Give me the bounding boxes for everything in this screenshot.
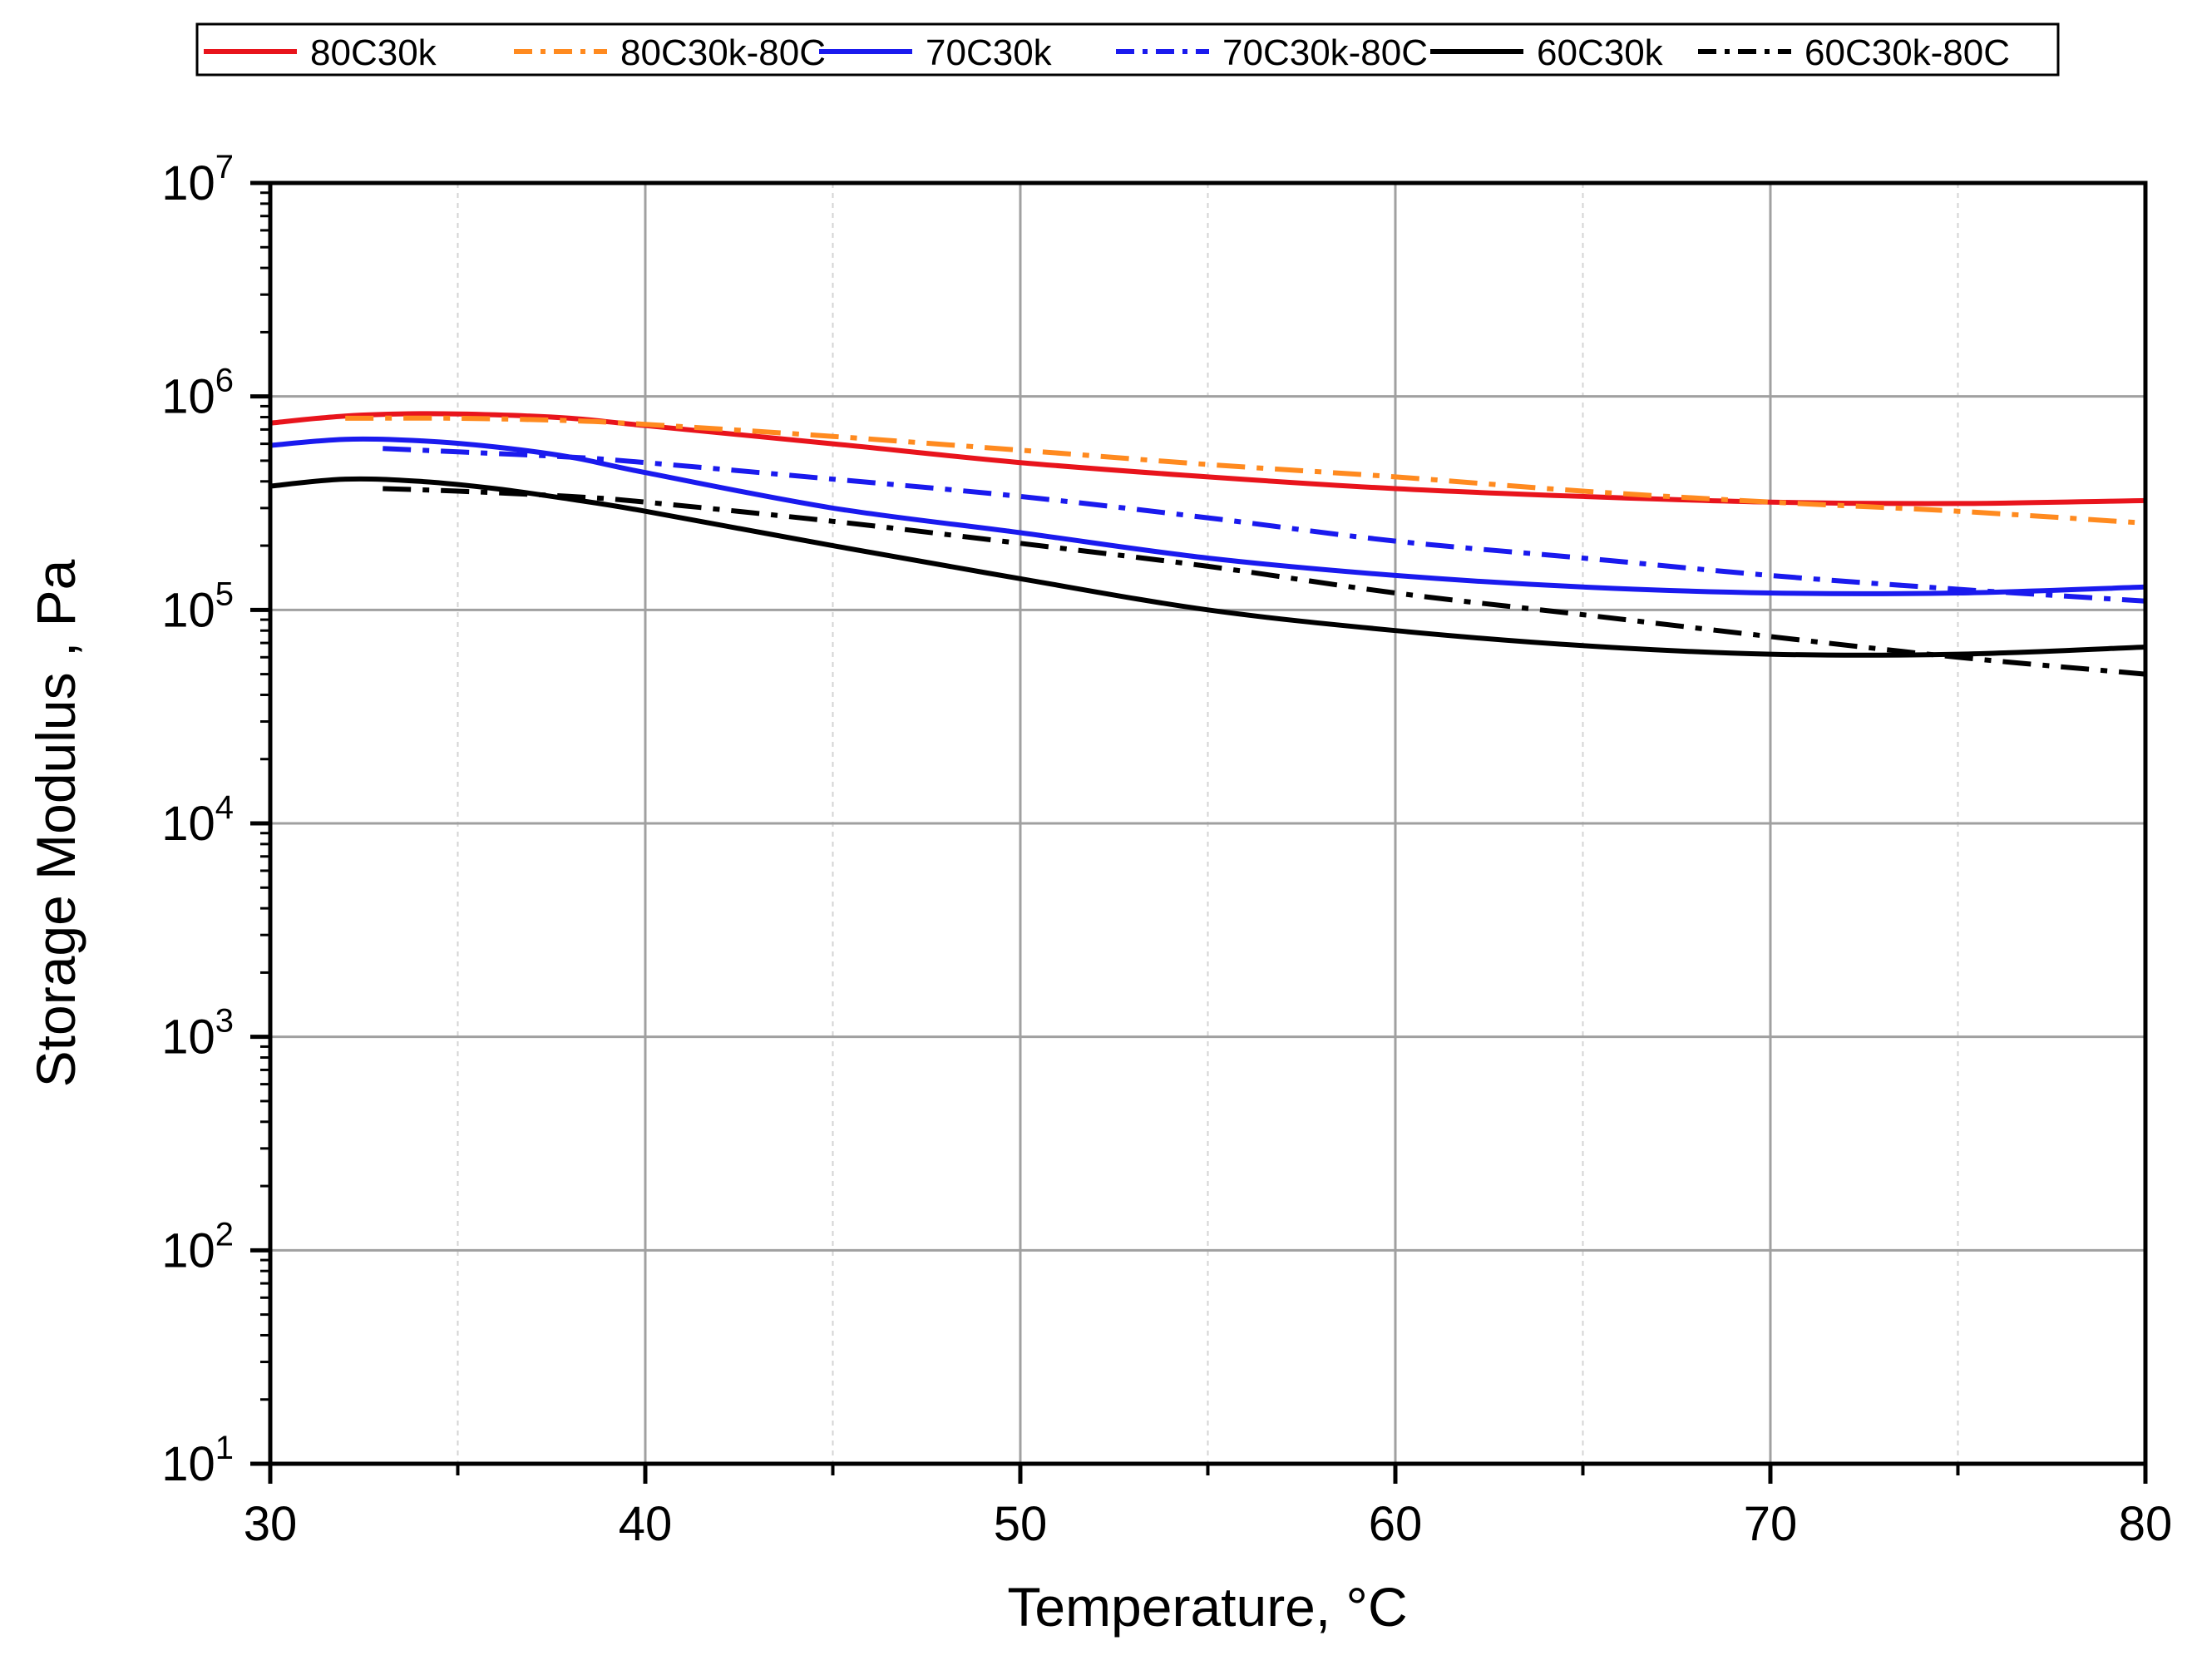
- x-tick-labels: 30 40 50 60 70 80: [244, 1497, 2173, 1551]
- grid: [270, 183, 2145, 1464]
- x-tick-label: 80: [2119, 1497, 2173, 1551]
- series-line-80c30k-80c: [345, 415, 2146, 526]
- y-tick-label: 105: [161, 576, 234, 637]
- legend-label: 60C30k-80C: [1804, 32, 2010, 73]
- legend-label: 70C30k-80C: [1222, 32, 1428, 73]
- series-line-60c30k-80c: [383, 486, 2146, 677]
- y-axis-title: Storage Modulus , Pa: [25, 559, 86, 1087]
- legend-label: 60C30k: [1537, 32, 1664, 73]
- x-tick-label: 30: [244, 1497, 298, 1551]
- series-line-70c30k: [269, 436, 2146, 596]
- x-tick-label: 50: [994, 1497, 1048, 1551]
- y-tick-label: 103: [161, 1003, 234, 1065]
- y-tick-labels: 101 102 103 104 105 106 107: [161, 149, 234, 1491]
- x-tick-label: 40: [619, 1497, 673, 1551]
- y-tick-label: 104: [161, 789, 234, 851]
- y-tick-label: 107: [161, 149, 234, 210]
- y-tick-label: 102: [161, 1216, 234, 1277]
- y-tick-label: 101: [161, 1430, 234, 1491]
- axis-ticks: [250, 180, 2148, 1484]
- x-tick-label: 60: [1369, 1497, 1423, 1551]
- x-tick-label: 70: [1744, 1497, 1798, 1551]
- x-axis-title: Temperature, °C: [1007, 1576, 1407, 1638]
- legend: 80C30k 80C30k-80C 70C30k 70C30k-80C 60C30k 60…: [195, 22, 2060, 77]
- y-tick-label: 106: [161, 363, 234, 424]
- series-line-70c30k-80c: [383, 446, 2146, 604]
- legend-label: 70C30k: [926, 32, 1053, 73]
- legend-label: 80C30k-80C: [620, 32, 826, 73]
- series-line-60c30k: [269, 476, 2146, 658]
- data-series: [269, 411, 2146, 677]
- legend-label: 80C30k: [310, 32, 437, 73]
